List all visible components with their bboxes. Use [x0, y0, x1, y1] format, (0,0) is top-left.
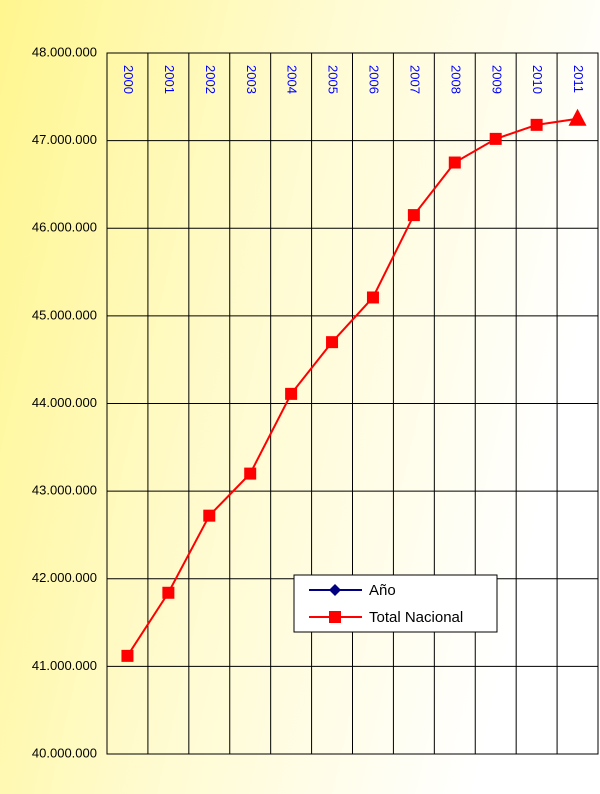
- x-tick-label: 2007: [407, 65, 422, 94]
- data-point: [326, 336, 339, 349]
- legend-label: Año: [369, 582, 396, 599]
- y-tick-label: 46.000.000: [32, 220, 97, 235]
- data-point: [285, 387, 298, 400]
- y-tick-label: 48.000.000: [32, 44, 97, 59]
- y-tick-label: 42.000.000: [32, 570, 97, 585]
- data-point: [530, 118, 543, 131]
- data-point: [203, 509, 216, 522]
- x-tick-label: 2004: [285, 65, 300, 94]
- legend-marker: [329, 584, 341, 596]
- data-point: [162, 586, 175, 599]
- y-tick-label: 45.000.000: [32, 307, 97, 322]
- y-tick-label: 40.000.000: [32, 745, 97, 760]
- x-tick-label: 2008: [448, 65, 463, 94]
- x-tick-label: 2011: [571, 65, 586, 93]
- legend-label: Total Nacional: [369, 609, 463, 626]
- y-tick-label: 43.000.000: [32, 483, 97, 498]
- x-tick-label: 2010: [530, 65, 545, 94]
- data-point: [121, 649, 134, 662]
- legend-marker: [329, 611, 341, 623]
- x-tick-label: 2002: [203, 65, 218, 94]
- x-tick-label: 2006: [367, 65, 382, 94]
- data-point: [366, 291, 379, 304]
- data-point: [244, 467, 257, 480]
- data-point: [489, 132, 502, 145]
- x-tick-label: 2000: [121, 65, 136, 94]
- data-point: [568, 108, 587, 126]
- series-line: [126, 117, 578, 657]
- x-tick-label: 2005: [326, 65, 341, 94]
- x-tick-label: 2001: [162, 65, 177, 94]
- legend-box: [293, 574, 498, 633]
- data-point: [448, 156, 461, 169]
- y-tick-label: 41.000.000: [32, 658, 97, 673]
- data-point: [407, 209, 420, 222]
- y-tick-label: 44.000.000: [32, 395, 97, 410]
- x-tick-label: 2009: [489, 65, 504, 94]
- y-tick-label: 47.000.000: [32, 132, 97, 147]
- x-tick-label: 2003: [244, 65, 259, 94]
